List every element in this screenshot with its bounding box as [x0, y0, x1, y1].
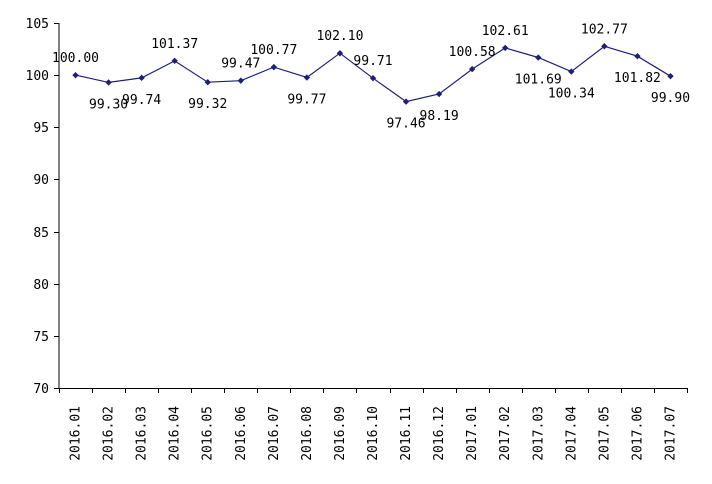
data-label: 102.61	[482, 24, 529, 39]
series-group	[72, 43, 674, 105]
y-tick-label: 75	[33, 330, 49, 345]
x-tick-label: 2016.06	[234, 406, 249, 461]
data-label: 99.30	[89, 97, 128, 112]
y-tick-label: 70	[33, 382, 49, 397]
x-tick-label: 2016.09	[333, 406, 348, 461]
data-label: 99.74	[122, 93, 161, 108]
data-point	[237, 77, 244, 84]
y-tick-label: 90	[33, 173, 49, 188]
data-label: 100.34	[548, 87, 595, 102]
x-tick-label: 2016.02	[102, 406, 117, 461]
data-point	[336, 50, 344, 57]
data-label: 97.46	[386, 117, 425, 132]
x-tick-label: 2017.01	[465, 406, 480, 461]
data-label: 99.77	[287, 93, 326, 108]
y-tick-label: 80	[33, 278, 49, 293]
x-tick-label: 2017.06	[630, 406, 645, 461]
data-point	[105, 79, 112, 86]
data-label: 99.90	[651, 91, 690, 106]
x-axis: 2016.01 2016.02 2016.03 2016.04 2016.05 2016.…	[59, 388, 688, 461]
data-point	[535, 54, 542, 61]
y-tick-label: 105	[26, 17, 49, 32]
x-tick-label: 2016.11	[399, 406, 414, 461]
data-point	[568, 68, 575, 75]
data-point	[369, 74, 377, 82]
data-point	[171, 57, 178, 65]
y-axis: 70 75 80 85 90 95 100 105	[26, 17, 60, 397]
x-tick-label: 2016.05	[201, 406, 216, 461]
data-label: 100.58	[449, 45, 496, 60]
data-point	[667, 72, 674, 80]
data-point	[72, 71, 79, 79]
x-tick-label: 2016.04	[168, 406, 183, 461]
data-label: 101.37	[151, 37, 198, 52]
data-point	[303, 74, 311, 81]
data-point	[138, 74, 145, 82]
data-label: 100.77	[250, 43, 297, 58]
data-label: 102.10	[316, 29, 363, 44]
x-tick-label: 2016.12	[432, 406, 447, 461]
data-point	[468, 65, 476, 73]
data-label: 101.69	[515, 73, 562, 88]
y-tick-label: 100	[26, 69, 49, 84]
x-tick-label: 2017.04	[564, 406, 579, 461]
data-point	[634, 52, 641, 60]
x-tick-label: 2016.03	[135, 406, 150, 461]
y-tick-label: 85	[33, 226, 49, 241]
x-tick-label: 2017.02	[498, 406, 513, 461]
x-tick-label: 2017.07	[663, 406, 678, 461]
data-point	[402, 98, 410, 105]
data-point	[435, 90, 443, 98]
data-label: 102.77	[581, 22, 628, 37]
data-point	[601, 43, 608, 50]
data-label: 100.00	[52, 51, 99, 66]
data-point	[270, 63, 278, 71]
data-point	[204, 79, 211, 86]
data-label: 99.47	[221, 57, 260, 72]
x-tick-label: 2016.08	[300, 406, 315, 461]
data-label: 98.19	[420, 109, 459, 124]
x-tick-label: 2016.10	[366, 406, 381, 461]
data-label: 101.82	[614, 71, 661, 86]
x-tick-label: 2017.03	[531, 406, 546, 461]
data-label: 99.32	[188, 97, 227, 112]
x-tick-label: 2016.07	[267, 406, 282, 461]
y-tick-label: 95	[33, 121, 49, 136]
x-tick-label: 2017.05	[597, 406, 612, 461]
x-tick-label: 2016.01	[69, 406, 84, 461]
data-point	[502, 44, 509, 52]
data-label: 99.71	[353, 54, 392, 69]
